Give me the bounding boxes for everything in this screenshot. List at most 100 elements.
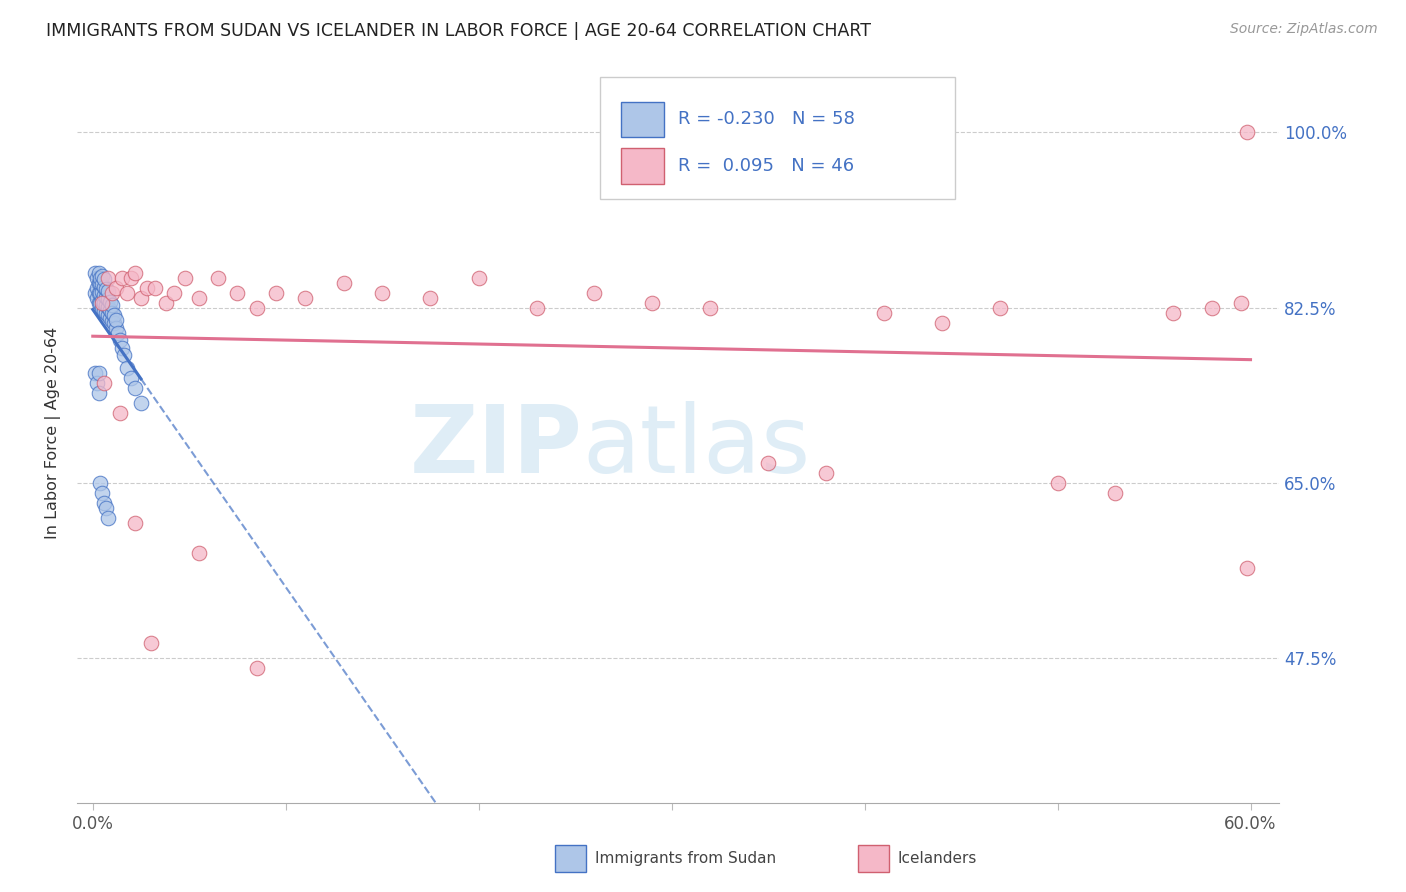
- Point: [419, 291, 441, 305]
- Point: [120, 270, 142, 285]
- Point: [187, 546, 209, 560]
- Point: [1236, 560, 1258, 574]
- Point: [91, 295, 114, 310]
- Point: [988, 301, 1011, 315]
- Point: [129, 395, 152, 409]
- Point: [1236, 126, 1258, 140]
- Point: [97, 292, 120, 306]
- Point: [97, 270, 120, 285]
- Point: [467, 270, 489, 285]
- Point: [91, 268, 114, 283]
- Point: [111, 270, 134, 285]
- Point: [104, 320, 127, 334]
- Point: [97, 300, 120, 314]
- Point: [93, 271, 115, 285]
- Point: [104, 312, 127, 326]
- Point: [139, 636, 162, 650]
- Point: [101, 297, 124, 311]
- Point: [124, 266, 146, 280]
- Point: [91, 293, 114, 307]
- Point: [294, 291, 316, 305]
- Text: Immigrants from Sudan: Immigrants from Sudan: [595, 851, 776, 866]
- Point: [91, 301, 114, 315]
- Point: [246, 301, 269, 315]
- Point: [96, 500, 118, 515]
- Point: [89, 276, 111, 290]
- Point: [814, 466, 837, 480]
- Point: [83, 285, 105, 300]
- Y-axis label: In Labor Force | Age 20-64: In Labor Force | Age 20-64: [45, 326, 62, 539]
- Text: Icelanders: Icelanders: [897, 851, 976, 866]
- Point: [124, 516, 146, 530]
- Point: [87, 366, 110, 380]
- Point: [1104, 485, 1126, 500]
- Point: [87, 385, 110, 400]
- Point: [1230, 295, 1253, 310]
- Point: [187, 291, 209, 305]
- Point: [97, 284, 120, 298]
- Point: [107, 326, 129, 340]
- Text: atlas: atlas: [582, 401, 810, 493]
- Point: [143, 280, 166, 294]
- Point: [87, 295, 110, 310]
- Point: [103, 316, 125, 330]
- Point: [264, 285, 287, 300]
- Point: [91, 277, 114, 291]
- Point: [101, 313, 124, 327]
- Point: [120, 370, 142, 384]
- Text: Source: ZipAtlas.com: Source: ZipAtlas.com: [1230, 22, 1378, 37]
- Text: IMMIGRANTS FROM SUDAN VS ICELANDER IN LABOR FORCE | AGE 20-64 CORRELATION CHART: IMMIGRANTS FROM SUDAN VS ICELANDER IN LA…: [46, 22, 872, 40]
- Point: [87, 276, 110, 290]
- Point: [86, 291, 108, 305]
- Point: [97, 308, 120, 322]
- Point: [124, 381, 146, 395]
- Point: [96, 281, 118, 295]
- Point: [108, 406, 131, 420]
- Point: [207, 270, 229, 285]
- Point: [117, 285, 139, 300]
- Point: [117, 360, 139, 375]
- Point: [83, 366, 105, 380]
- Point: [98, 310, 121, 325]
- FancyBboxPatch shape: [600, 78, 955, 200]
- FancyBboxPatch shape: [620, 148, 664, 184]
- Point: [93, 376, 115, 390]
- Point: [86, 376, 108, 390]
- Point: [91, 285, 114, 299]
- Point: [93, 279, 115, 293]
- Point: [246, 661, 269, 675]
- Text: ZIP: ZIP: [409, 401, 582, 493]
- Point: [101, 305, 124, 319]
- Point: [931, 316, 953, 330]
- Point: [91, 485, 114, 500]
- Point: [699, 301, 721, 315]
- Point: [89, 475, 111, 490]
- Point: [756, 456, 779, 470]
- Point: [98, 294, 121, 309]
- Point: [108, 333, 131, 347]
- Text: R = -0.230   N = 58: R = -0.230 N = 58: [679, 111, 855, 128]
- Point: [112, 348, 135, 362]
- Point: [86, 270, 108, 285]
- Point: [87, 285, 110, 300]
- Point: [87, 266, 110, 280]
- Point: [103, 308, 125, 322]
- Point: [583, 285, 606, 300]
- Point: [89, 295, 111, 310]
- Point: [174, 270, 197, 285]
- Point: [129, 291, 152, 305]
- Point: [98, 302, 121, 317]
- Point: [89, 270, 111, 285]
- Point: [96, 305, 118, 319]
- Point: [89, 285, 111, 300]
- Point: [93, 295, 115, 310]
- Point: [93, 287, 115, 301]
- Point: [1046, 475, 1069, 490]
- Point: [135, 280, 157, 294]
- Text: R =  0.095   N = 46: R = 0.095 N = 46: [679, 157, 855, 175]
- Point: [163, 285, 186, 300]
- Point: [97, 510, 120, 524]
- Point: [111, 341, 134, 355]
- Point: [526, 301, 548, 315]
- FancyBboxPatch shape: [620, 102, 664, 137]
